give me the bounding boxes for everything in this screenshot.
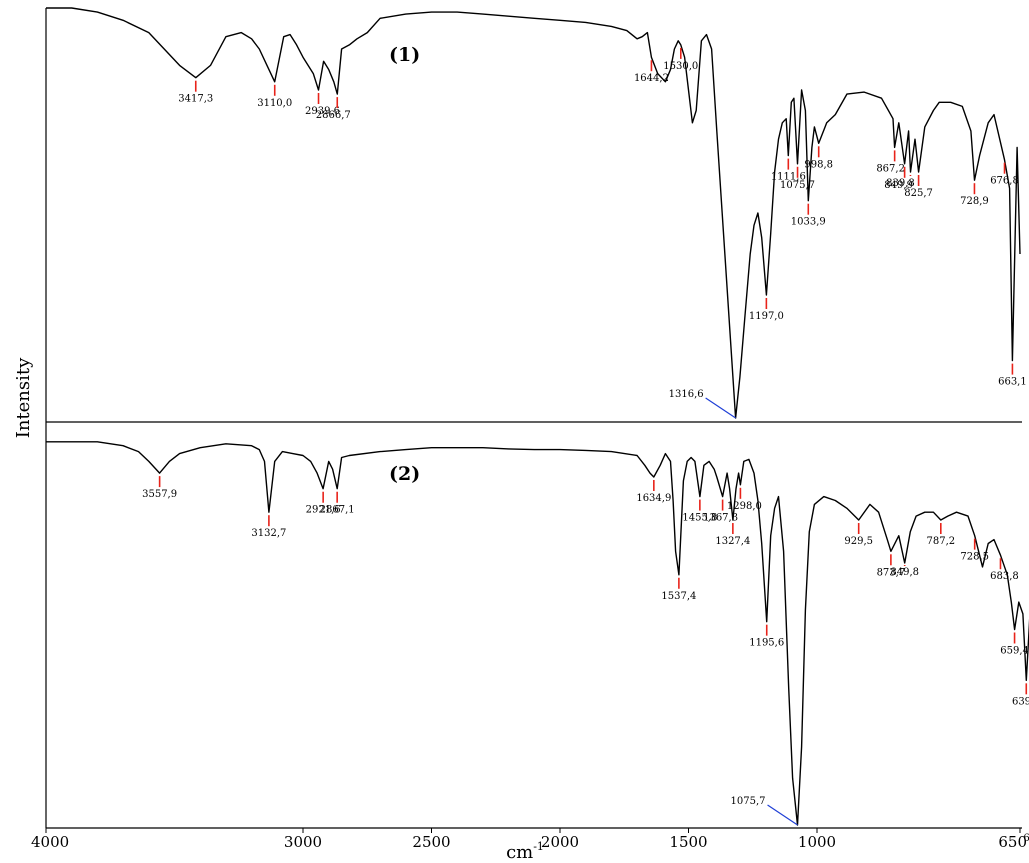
spectrum-line-panel-1 — [46, 7, 1021, 419]
peak-label: 1197,0 — [749, 311, 784, 322]
peak-label: 1634,9 — [636, 493, 671, 504]
x-axis-title-exponent: -1 — [533, 840, 544, 853]
x-tick-label: 1000 — [798, 833, 836, 851]
peak-label: 683,8 — [990, 571, 1019, 582]
peak-label: 639,1 — [1012, 696, 1029, 707]
peak-label: 1075,7 — [780, 180, 815, 191]
x-tick-label: 3000 — [284, 833, 322, 851]
peak-label: 3557,9 — [142, 489, 177, 500]
peak-label: 1327,4 — [715, 536, 750, 547]
peak-leader — [767, 804, 798, 826]
peak-label: 1644,2 — [634, 73, 669, 84]
peak-label: 849,9 — [884, 180, 913, 191]
peak-label: 676,8 — [990, 176, 1019, 187]
peak-label: 1316,6 — [669, 389, 704, 400]
peak-label: 998,8 — [804, 159, 833, 170]
peak-label: 3132,7 — [251, 528, 286, 539]
peak-label: 849,8 — [890, 567, 919, 578]
peak-label: 1298,0 — [727, 501, 762, 512]
peak-label: 1367,3 — [703, 513, 738, 524]
peak-label: 619,4 — [1023, 833, 1029, 844]
x-tick-label: 2000 — [541, 833, 579, 851]
x-axis-title: cm-1 — [506, 840, 544, 863]
peak-label: 2939,6 — [305, 106, 340, 117]
x-tick-label: 4000 — [31, 833, 69, 851]
peak-label: 1530,0 — [663, 61, 698, 72]
peak-label: 1075,7 — [731, 796, 766, 807]
peak-label: 728,5 — [960, 552, 989, 563]
peak-label: 3110,0 — [257, 98, 292, 109]
x-tick-label: 2500 — [412, 833, 450, 851]
peak-label: 2921,6 — [306, 505, 341, 516]
peak-label: 2867,1 — [320, 505, 355, 516]
peak-label: 1111,6 — [771, 172, 806, 183]
peak-label: 787,2 — [926, 536, 955, 547]
panel-2-label: (2) — [389, 463, 420, 485]
x-tick-label: 1500 — [669, 833, 707, 851]
peak-label: 659,4 — [1000, 646, 1029, 657]
peak-label: 663,1 — [998, 377, 1027, 388]
peak-label: 1537,4 — [661, 591, 696, 602]
peak-label: 2866,7 — [316, 110, 351, 121]
x-axis-title-unit: cm — [506, 842, 533, 863]
peak-label: 728,9 — [960, 196, 989, 207]
spectrum-line-panel-2 — [46, 441, 1029, 826]
axes — [45, 8, 1022, 829]
peak-label: 867,2 — [876, 163, 905, 174]
peak-label: 873,7 — [877, 567, 906, 578]
x-tick-label: 650 — [998, 833, 1027, 851]
peak-label: 1033,9 — [791, 217, 826, 228]
y-axis-title: Intensity — [13, 357, 34, 438]
peak-leader — [705, 397, 736, 419]
peak-label: 1195,6 — [749, 638, 784, 649]
x-axis-ticks: 4000 3000 2500 2000 1500 1000 650 — [31, 828, 1027, 851]
peak-label: 929,5 — [844, 536, 873, 547]
peak-label: 839,8 — [886, 178, 915, 189]
peak-label: 3417,3 — [178, 94, 213, 105]
peak-label: 1455,8 — [682, 513, 717, 524]
peak-label: 825,7 — [904, 188, 933, 199]
panel-1-label: (1) — [389, 44, 420, 66]
